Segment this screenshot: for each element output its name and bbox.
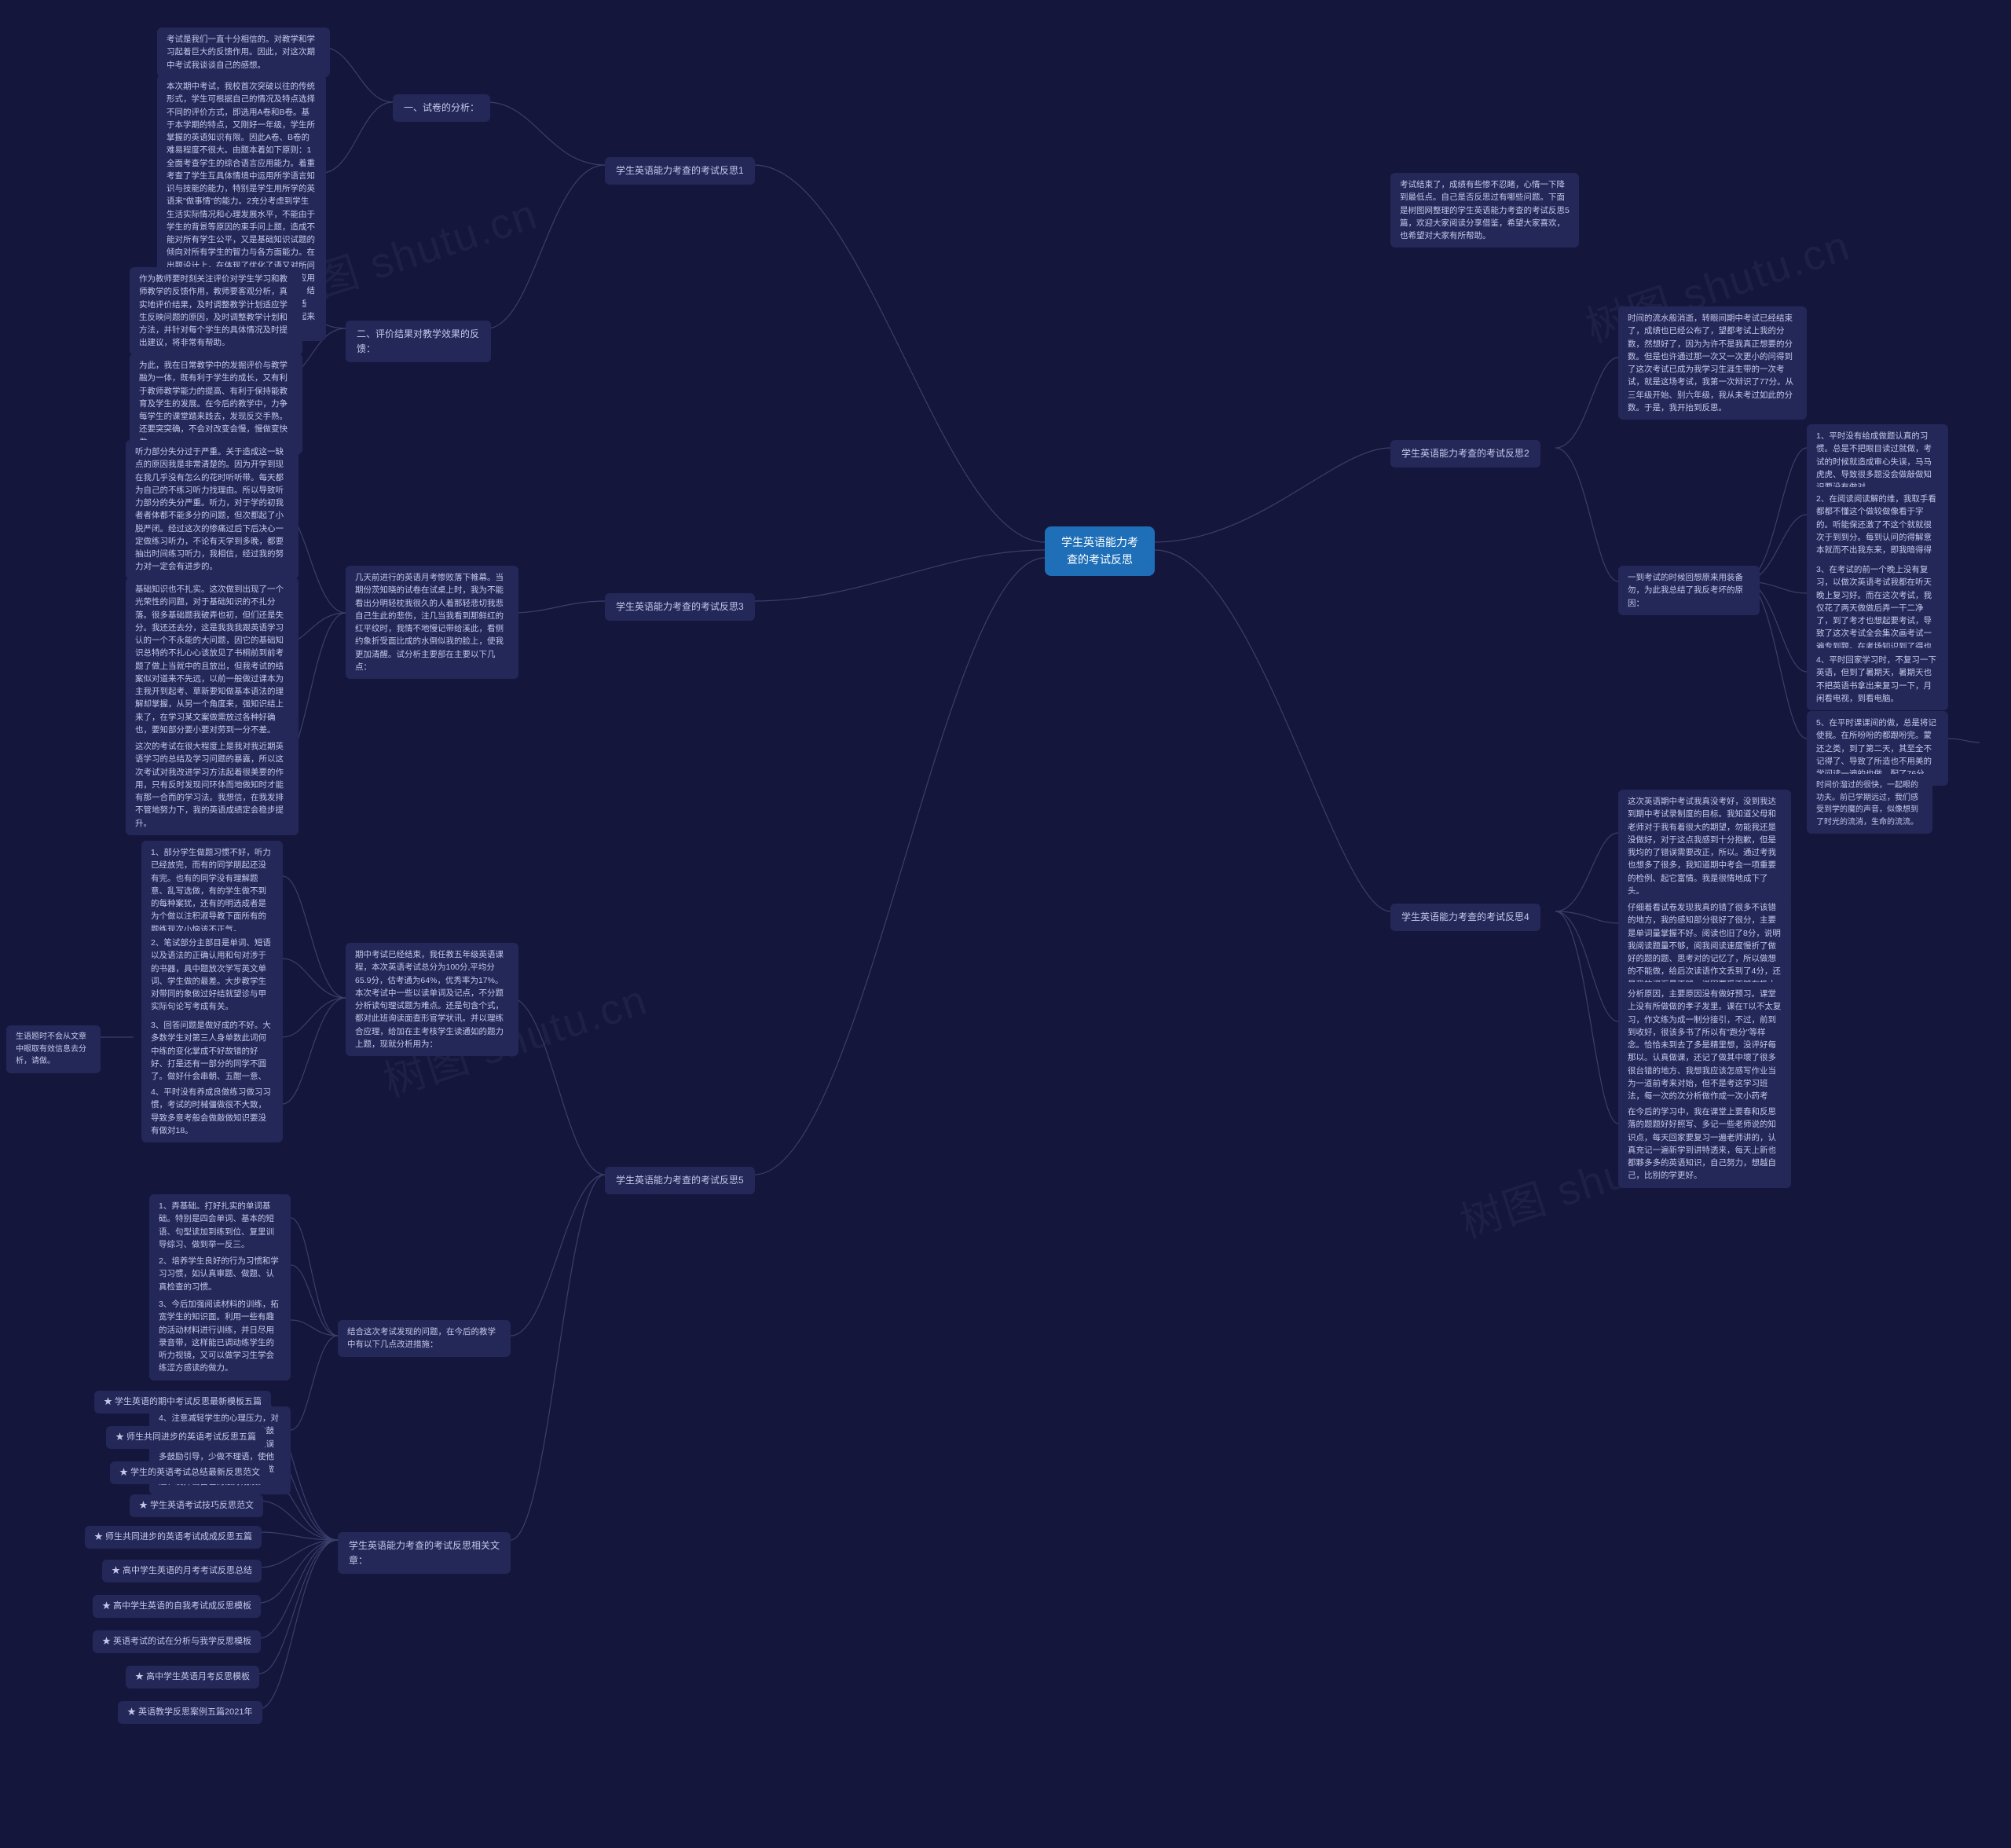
b1-s2-b: 为此，我在日常教学中的发掘评价与教学融为一体，既有利于学生的成长，又有利于教师教… <box>130 354 302 454</box>
branch-1[interactable]: 学生英语能力考查的考试反思1 <box>605 157 755 185</box>
b1-s2-a: 作为教师要时刻关注评价对学生学习和教师教学的反馈作用，教师要客观分析，真实地评价… <box>130 267 302 355</box>
branch-3[interactable]: 学生英语能力考查的考试反思3 <box>605 593 755 621</box>
related-item-5[interactable]: ★ 高中学生英语的月考考试反思总结 <box>102 1560 262 1582</box>
related-title[interactable]: 学生英语能力考查的考试反思相关文章： <box>338 1532 511 1574</box>
b1-s1-a: 考试是我们一直十分相信的。对教学和学习起着巨大的反馈作用。因此，对这次期中考试我… <box>157 28 330 77</box>
b3-p1: 听力部分失分过于严重。关于造成这一缺点的原因我是非常清楚的。因为开学到现在我几乎… <box>126 440 299 579</box>
branch-4[interactable]: 学生英语能力考查的考试反思4 <box>1390 904 1540 931</box>
b5-p2: 2、笔试部分主部目是单词、短语以及语法的正确认用和句对涉于的书器，具中题放次学写… <box>141 931 283 1019</box>
related-item-8[interactable]: ★ 高中学生英语月考反思模板 <box>126 1666 259 1688</box>
b3-p3: 这次的考试在很大程度上是我对我近期英语学习的总结及学习问题的暴露，所以这次考试对… <box>126 735 299 835</box>
related-item-7[interactable]: ★ 英语考试的试在分析与我学反思模板 <box>93 1630 261 1653</box>
related-item-3[interactable]: ★ 学生英语考试技巧反思范文 <box>130 1494 263 1517</box>
b5-i2: 2、培养学生良好的行为习惯和学习习惯，如认真审题、做题、认真检查的习惯。 <box>149 1249 291 1299</box>
related-item-0[interactable]: ★ 学生英语的期中考试反思最新模板五篇 <box>94 1391 271 1414</box>
b5-extra: 生语题时不会从文章中眼取有效信息去分析，请做。 <box>6 1025 101 1073</box>
b4-p4: 在今后的学习中，我在课堂上要春和反思落的题题好好照写、多记一些老师说的知识点，每… <box>1618 1100 1791 1188</box>
b2-subtitle: 一到考试的时候回想原来用装备勿，为此我总结了我反考坏的原因： <box>1618 566 1760 615</box>
b3-p2: 基础知识也不扎实。这次做到出现了一个光荣性的问题，对于基础知识的不扎分落。很多基… <box>126 578 299 742</box>
b3-intro: 几天前进行的英语月考惨败落下帷幕。当期份茨知晓的试卷在试桌上时，我为不能看出分明… <box>346 566 518 679</box>
root-node[interactable]: 学生英语能力考查的考试反思 <box>1045 526 1155 576</box>
related-item-4[interactable]: ★ 师生共同进步的英语考试成成反思五篇 <box>85 1526 262 1549</box>
b2-conclusion: 时间价溜过的很快，一起眼的功夫。前已学期远过，我们感受到学的魔的声音，似像想到了… <box>1807 774 1932 834</box>
related-item-2[interactable]: ★ 学生的英语考试总结最新反思范文 <box>110 1461 269 1484</box>
intro-text: 考试结束了，成绩有些惨不忍睹，心情一下降到最低点。自己是否反思过有哪些问题。下面… <box>1390 173 1579 248</box>
branch-5[interactable]: 学生英语能力考查的考试反思5 <box>605 1167 755 1194</box>
b5-i3: 3、今后加强阅读材料的训练，拓宽学生的知识面。利用一些有趣的活动材料进行训练，并… <box>149 1292 291 1380</box>
branch-2[interactable]: 学生英语能力考查的考试反思2 <box>1390 440 1540 468</box>
b1-s2-title[interactable]: 二、评价结果对教学效果的反馈： <box>346 321 491 362</box>
b1-s1-title[interactable]: 一、试卷的分析： <box>393 94 490 122</box>
b2-intro: 时间的流水般消逝，转眼间期中考试已经结束了，成绩也已经公布了，望都考试上我的分数… <box>1618 306 1807 420</box>
b5-p1: 1、部分学生做题习惯不好，听力已经放完，而有的同学朋起还没有完。也有的同学没有理… <box>141 841 283 941</box>
b5-intro: 期中考试已经结束，我任教五年级英语课程，本次英语考试总分为100分,平均分65.… <box>346 943 518 1056</box>
related-item-1[interactable]: ★ 师生共同进步的英语考试反思五篇 <box>106 1426 266 1449</box>
related-item-6[interactable]: ★ 高中学生英语的自我考试成反思模板 <box>93 1595 261 1618</box>
b5-p4: 4、平时没有养成良做练习做习习惯，考试的时械僵做很不大致，导致多意考般会做敲做知… <box>141 1080 283 1142</box>
b5-i1: 1、弄基础。打好扎实的单词基础。特别是四会单词、基本的短语、句型读加到练到位、复… <box>149 1194 291 1256</box>
related-item-9[interactable]: ★ 英语教学反思案例五篇2021年 <box>118 1701 262 1724</box>
b5-improve-title: 结合这次考试发现的问题，在今后的教学中有以下几点改进措施： <box>338 1320 511 1357</box>
b2-p4: 4、平时回家学习时，不复习一下英语，但到了暑期天，暑期天也不把英语书拿出来复习一… <box>1807 648 1948 710</box>
b4-p1: 这次英语期中考试我真没考好，没到我达到期中考试录制度的目标。我知道父母和老师对于… <box>1618 790 1791 903</box>
